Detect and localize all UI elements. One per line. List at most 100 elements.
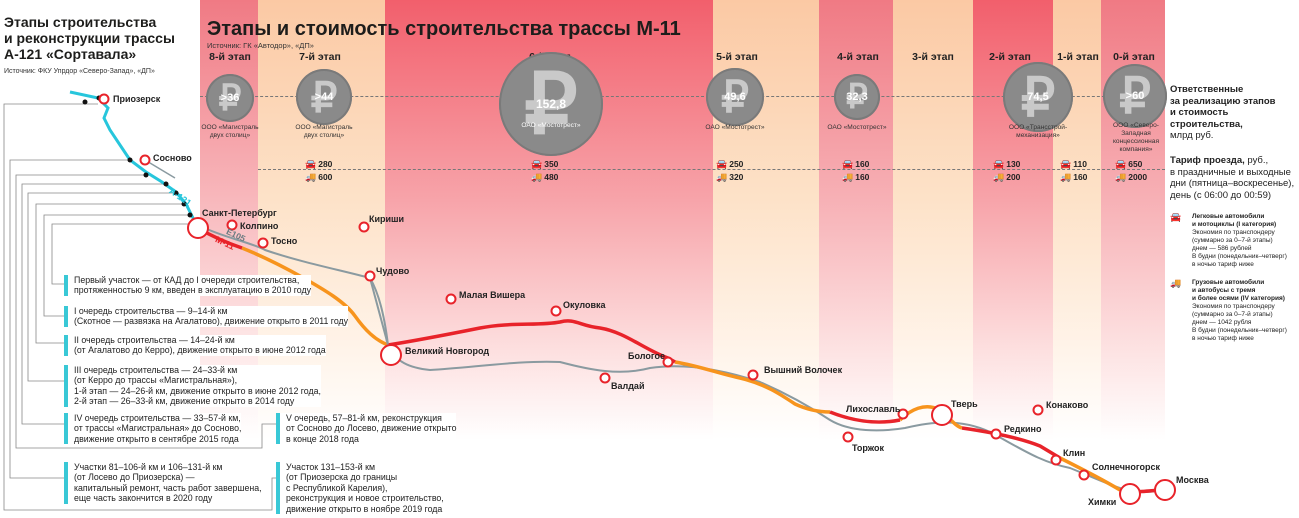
truck-icon: 🚚 — [716, 172, 728, 182]
dashed-line-cost — [200, 96, 1165, 97]
road-m11-orange-2 — [674, 360, 831, 414]
ruble-icon: ₽ — [310, 73, 338, 121]
cost-value: 152,8 — [535, 97, 567, 111]
ruble-icon: ₽ — [846, 78, 868, 116]
truck-icon: 🚚 — [1115, 172, 1127, 182]
tariff-car-stage-6: 🚘 350 — [531, 159, 558, 170]
company-stage-8: ООО «Магистраль двух столиц» — [201, 124, 259, 139]
tariff-value: 280 — [318, 159, 333, 169]
ruble-icon: ₽ — [1119, 68, 1151, 124]
note-line: капитальный ремонт, часть работ завершен… — [74, 482, 262, 493]
city-bologoe: Бологое — [628, 351, 665, 361]
car-icon: 🚘 — [842, 159, 854, 169]
car-icon: 🚘 — [1170, 212, 1182, 222]
road-chudovo-link — [369, 277, 389, 346]
cost-value: >44 — [314, 91, 334, 103]
note-leader-lines — [3, 103, 278, 511]
note-line: Первый участок — от КАД до I очереди стр… — [74, 275, 300, 285]
company-stage-6: ОАО «Мостотрест» — [521, 122, 581, 129]
note-line: IV очередь строительства — 33–57-й км, — [74, 413, 241, 423]
truck-icon: 🚚 — [305, 172, 317, 182]
tariff-truck-stage-1: 🚚 160 — [1060, 172, 1087, 183]
tariff-truck-stage-0: 🚚 2000 — [1115, 172, 1147, 183]
note-line: (от Лосево до Приозерска) — — [74, 472, 195, 483]
note-phase-3: III очередь строительства — 24–33-й км (… — [64, 365, 321, 407]
car-icon: 🚘 — [531, 159, 543, 169]
tariff-truck-stage-4: 🚚 160 — [842, 172, 869, 183]
legend-trucks: 🚚 Грузовые автомобили и автобусы с тремя… — [1170, 279, 1287, 343]
tariff-car-stage-0: 🚘 650 — [1115, 159, 1142, 170]
car-icon: 🚘 — [716, 159, 728, 169]
note-phase-4: IV очередь строительства — 33–57-й км, о… — [64, 413, 242, 445]
legend-trucks-text-5: в ночью тариф ниже — [1192, 335, 1254, 342]
side-title-line-2: и реконструкции трассы — [4, 30, 175, 46]
note-phase-5: V очередь, 57–81-й км, реконструкция от … — [276, 413, 457, 445]
road-m11-orange — [241, 246, 389, 347]
note-line: (от Агалатово до Керро), движение открыт… — [74, 345, 326, 356]
city-valday: Валдай — [611, 381, 645, 391]
car-icon: 🚘 — [993, 159, 1005, 169]
ruble-icon: ₽ — [218, 77, 242, 118]
tariff-value: 480 — [544, 172, 559, 182]
note-section-131-153: Участок 131–153-й км (от Приозерска до г… — [276, 462, 444, 515]
legend-trucks-text-4: В будни (понедельник–четверг) — [1192, 327, 1287, 334]
legend-responsible: Ответственные за реализацию этапов и сто… — [1170, 84, 1276, 142]
road-m11-red-2 — [387, 319, 676, 364]
car-icon: 🚘 — [305, 159, 317, 169]
note-line: 2-й этап — 26–33-й км, движение открыто … — [74, 396, 295, 407]
city-torzhok: Торжок — [852, 443, 884, 453]
note-line: в конце 2018 года — [286, 433, 359, 444]
tariff-value: 200 — [1006, 172, 1021, 182]
note-line: Участок 131–153-й км — [286, 462, 376, 472]
road-m11-red-3 — [829, 410, 901, 424]
tariff-value: 600 — [318, 172, 333, 182]
legend-cars-text-2: (суммарно за 0–7-й этапы) — [1192, 237, 1273, 244]
tariff-car-stage-1: 🚘 110 — [1060, 159, 1087, 170]
cost-coin-stage-7: ₽ >44 — [296, 69, 352, 125]
cost-value: 32,3 — [846, 91, 868, 103]
note-first-section: Первый участок — от КАД до I очереди стр… — [64, 275, 312, 296]
legend-trucks-text-3: днем — 1042 рубля — [1192, 319, 1252, 326]
legend-responsible-line-4: строительства, — [1170, 118, 1243, 130]
tariff-value: 320 — [729, 172, 744, 182]
legend-cars-text-1: Экономия по транспондеру — [1192, 229, 1275, 236]
city-tosno: Тосно — [271, 236, 298, 246]
legend-responsible-line-3: и стоимость — [1170, 107, 1229, 118]
tariff-value: 130 — [1006, 159, 1021, 169]
tariff-value: 160 — [855, 159, 870, 169]
road-e105 — [199, 225, 1166, 494]
tariff-value: 160 — [855, 172, 870, 182]
note-line: движение открыто в сентябре 2015 года — [74, 433, 239, 444]
note-line: (от Приозерска до границы — [286, 472, 398, 483]
tariff-value: 2000 — [1128, 172, 1148, 182]
legend-cars: 🚘 Легковые автомобили и мотоциклы (I кат… — [1170, 213, 1287, 269]
cost-value: >36 — [220, 92, 240, 104]
stage-label-0: 0-й этап — [1113, 51, 1155, 63]
city-konakovo: Конаково — [1046, 400, 1089, 410]
city-markers — [98, 93, 1176, 505]
cost-value: >60 — [1125, 90, 1145, 102]
road-a121-connector — [144, 159, 176, 179]
note-line: Участки 81–106-й км и 106–131-й км — [74, 462, 223, 472]
note-sections-81-131: Участки 81–106-й км и 106–131-й км (от Л… — [64, 462, 262, 504]
note-line: 1-й этап — 24–26-й км, движение открыто … — [74, 385, 321, 396]
band-stage-4 — [819, 0, 893, 440]
note-line: (Скотное — развязка на Агалатово), движе… — [74, 316, 349, 327]
company-stage-4: ОАО «Мостотрест» — [827, 124, 887, 131]
tariff-car-stage-4: 🚘 160 — [842, 159, 869, 170]
cost-coin-stage-4: ₽ 32,3 — [834, 74, 880, 120]
note-phase-2: II очередь строительства — 14–24-й км (о… — [64, 335, 326, 356]
tariff-truck-stage-6: 🚚 480 — [531, 172, 558, 183]
main-title: Этапы и стоимость строительства трассы М… — [207, 18, 681, 40]
legend-tariff: Тариф проезда, руб., в праздничные и вых… — [1170, 155, 1294, 201]
city-redkino: Редкино — [1004, 424, 1042, 434]
note-line: с Республикой Карелия), — [286, 482, 388, 493]
city-likhoslavl: Лихославль — [846, 404, 901, 414]
tariff-value: 650 — [1128, 159, 1143, 169]
note-line: (от Керро до трассы «Магистральная»), — [74, 375, 238, 386]
stage-label-7: 7-й этап — [299, 51, 341, 63]
truck-icon: 🚚 — [1060, 172, 1072, 182]
company-stage-2: ООО «Трансстрой-механизация» — [1008, 124, 1068, 139]
tariff-truck-stage-7: 🚚 600 — [305, 172, 332, 183]
a121-markers — [82, 95, 193, 218]
